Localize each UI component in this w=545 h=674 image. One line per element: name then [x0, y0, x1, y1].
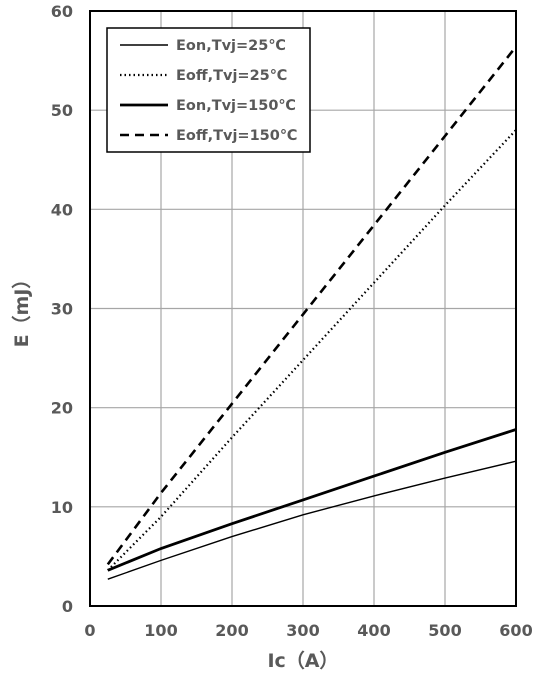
y-tick-label: 60 [51, 2, 73, 21]
legend: Eon,Tvj=25℃ Eoff,Tvj=25℃ Eon,Tvj=150℃ Eoff,… [106, 27, 311, 153]
y-tick-label: 40 [51, 200, 73, 219]
legend-label-2: Eoff,Tvj=25℃ [176, 68, 287, 84]
x-tick-label: 0 [84, 621, 95, 640]
x-tick-labels: 0 100 200 300 400 500 600 [84, 621, 532, 640]
y-tick-label: 0 [62, 597, 73, 616]
x-tick-label: 100 [144, 621, 177, 640]
x-tick-label: 200 [215, 621, 248, 640]
series-line-3 [107, 428, 517, 572]
y-tick-label: 20 [51, 399, 73, 418]
y-tick-label: 50 [51, 101, 73, 120]
series-line-2 [107, 129, 517, 572]
legend-label-4: Eoff,Tvj=150℃ [176, 128, 297, 144]
x-tick-label: 500 [428, 621, 461, 640]
series-lines [106, 45, 518, 580]
y-axis-label: E（mJ） [10, 270, 33, 348]
x-axis-label: Ic（A） [267, 649, 338, 672]
y-tick-labels: 0 10 20 30 40 50 60 [51, 2, 73, 616]
legend-box [106, 27, 311, 153]
series-line-4 [106, 45, 518, 566]
y-tick-label: 30 [51, 300, 73, 319]
legend-label-1: Eon,Tvj=25℃ [176, 38, 286, 54]
x-tick-label: 300 [286, 621, 319, 640]
plot-frame [89, 10, 517, 607]
legend-label-3: Eon,Tvj=150℃ [176, 98, 296, 114]
y-tick-label: 10 [51, 498, 73, 517]
x-tick-label: 400 [357, 621, 390, 640]
series-line-1 [107, 460, 517, 580]
x-tick-label: 600 [499, 621, 532, 640]
